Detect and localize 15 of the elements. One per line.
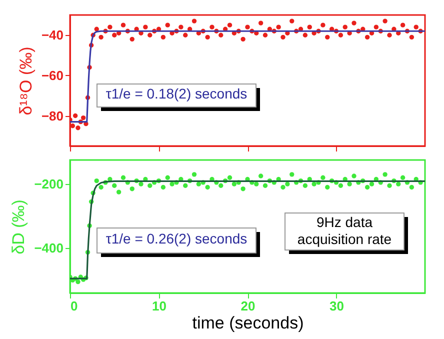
x-tick-label: 10 [152, 298, 166, 314]
x-tick-label: 0 [70, 298, 78, 314]
x-axis-title: time (seconds) [192, 314, 304, 332]
x-tick-label: 20 [240, 298, 256, 314]
y-tick-label: −200 [34, 176, 64, 192]
y-tick-label: −60 [41, 68, 64, 83]
y-tick-label: −80 [41, 108, 64, 124]
y-tick-label: −400 [34, 240, 64, 256]
y-tick-label: −40 [41, 28, 64, 43]
annotation: τ1/e = 0.26(2) seconds [106, 230, 248, 246]
y-axis-title: δ¹⁸O (‰) [16, 46, 36, 116]
annotation: 9Hz data acquisition rate [297, 214, 392, 247]
y-axis-title: δD (‰) [9, 200, 28, 254]
x-tick-label: 30 [330, 298, 344, 314]
annotation: τ1/e = 0.18(2) seconds [106, 86, 248, 102]
